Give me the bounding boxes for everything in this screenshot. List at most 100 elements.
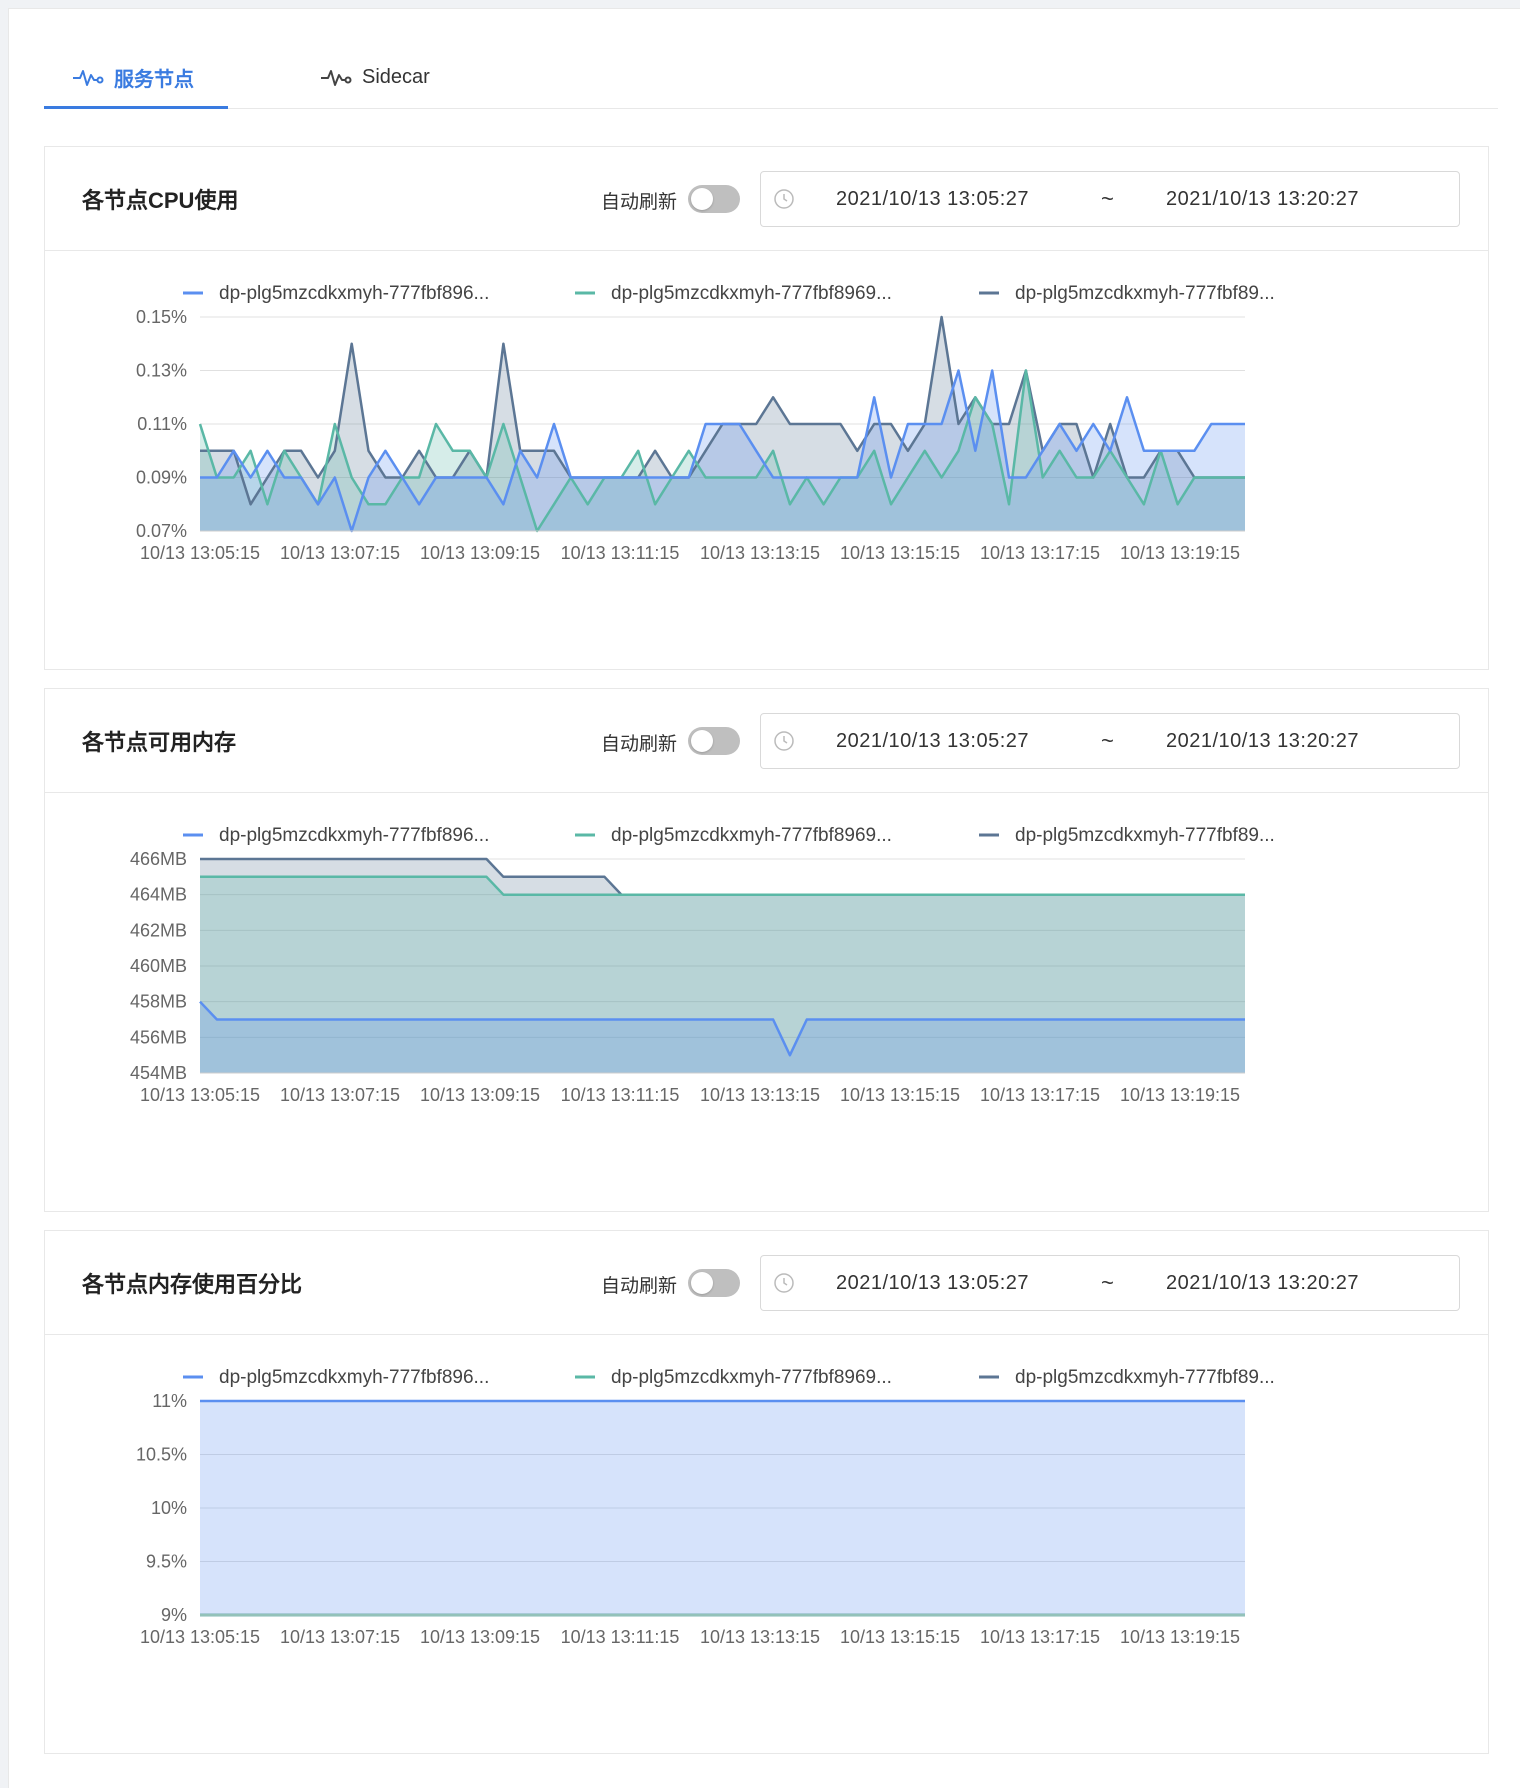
x-tick-label: 10/13 13:17:15	[980, 543, 1100, 563]
clock-icon	[774, 1273, 794, 1293]
series-area	[200, 1401, 1245, 1615]
x-tick-label: 10/13 13:19:15	[1120, 1627, 1240, 1647]
date-range-picker[interactable]: 2021/10/13 13:05:27 ~ 2021/10/13 13:20:2…	[760, 713, 1460, 769]
y-tick-label: 454MB	[130, 1063, 187, 1083]
clock-icon	[774, 731, 794, 751]
range-end[interactable]: 2021/10/13 13:20:27	[1166, 188, 1360, 210]
x-tick-label: 10/13 13:13:15	[700, 543, 820, 563]
card-header: 各节点可用内存 自动刷新 2021/10/13 13:05:27 ~ 2021/…	[45, 689, 1488, 793]
memory-percent-chart: dp-plg5mzcdkxmyh-777fbf896... dp-plg5mzcd…	[136, 1367, 1275, 1647]
x-tick-label: 10/13 13:17:15	[980, 1627, 1100, 1647]
y-tick-label: 10%	[151, 1498, 187, 1518]
card-title: 各节点内存使用百分比	[82, 1272, 303, 1297]
x-tick-label: 10/13 13:05:15	[140, 543, 260, 563]
y-tick-label: 464MB	[130, 885, 187, 905]
clock-icon	[774, 189, 794, 209]
x-tick-label: 10/13 13:11:15	[561, 543, 680, 563]
x-tick-label: 10/13 13:13:15	[700, 1627, 820, 1647]
auto-refresh-toggle[interactable]	[688, 1269, 740, 1297]
auto-refresh-toggle[interactable]	[688, 185, 740, 213]
series-line	[200, 369, 1245, 533]
available-memory-card: 各节点可用内存 自动刷新 2021/10/13 13:05:27 ~ 2021/…	[44, 688, 1489, 1212]
y-tick-label: 0.11%	[137, 414, 187, 434]
range-separator: ~	[1101, 1270, 1114, 1295]
x-tick-label: 10/13 13:05:15	[140, 1085, 260, 1105]
range-start[interactable]: 2021/10/13 13:05:27	[836, 1272, 1030, 1294]
memory-percent-card: 各节点内存使用百分比 自动刷新 2021/10/13 13:05:27 ~ 20…	[44, 1230, 1489, 1754]
y-tick-label: 0.09%	[136, 468, 187, 488]
series-area	[200, 370, 1245, 531]
pulse-icon	[321, 70, 352, 86]
y-tick-label: 0.15%	[136, 307, 187, 327]
x-tick-label: 10/13 13:13:15	[700, 1085, 820, 1105]
series-line	[199, 1000, 1245, 1057]
series-area	[200, 876, 1245, 1073]
auto-refresh-label: 自动刷新	[601, 1276, 678, 1297]
y-tick-label: 460MB	[130, 956, 187, 976]
x-tick-label: 10/13 13:09:15	[420, 1627, 540, 1647]
y-tick-label: 456MB	[130, 1027, 187, 1047]
y-tick-label: 458MB	[130, 992, 187, 1012]
toggle-knob	[691, 730, 713, 752]
toggle-knob	[691, 1272, 713, 1294]
legend-item[interactable]: dp-plg5mzcdkxmyh-777fbf89...	[1015, 825, 1275, 846]
range-separator: ~	[1101, 186, 1114, 211]
date-range-picker[interactable]: 2021/10/13 13:05:27 ~ 2021/10/13 13:20:2…	[760, 1255, 1460, 1311]
legend-item[interactable]: dp-plg5mzcdkxmyh-777fbf896...	[219, 1367, 489, 1388]
range-end[interactable]: 2021/10/13 13:20:27	[1166, 730, 1360, 752]
x-tick-label: 10/13 13:07:15	[280, 543, 400, 563]
x-tick-label: 10/13 13:11:15	[561, 1085, 680, 1105]
legend-item[interactable]: dp-plg5mzcdkxmyh-777fbf8969...	[611, 1367, 892, 1388]
y-tick-label: 10.5%	[136, 1445, 187, 1465]
auto-refresh-label: 自动刷新	[601, 192, 678, 213]
cpu-usage-chart: dp-plg5mzcdkxmyh-777fbf896... dp-plg5mzcd…	[136, 283, 1275, 563]
range-start[interactable]: 2021/10/13 13:05:27	[836, 730, 1030, 752]
cpu-usage-card: 各节点CPU使用 自动刷新 2021/10/13 13:05:27 ~ 2021…	[44, 146, 1489, 670]
legend-item[interactable]: dp-plg5mzcdkxmyh-777fbf896...	[219, 825, 489, 846]
legend-item[interactable]: dp-plg5mzcdkxmyh-777fbf89...	[1015, 1367, 1275, 1388]
legend-item[interactable]: dp-plg5mzcdkxmyh-777fbf896...	[219, 283, 489, 304]
available-memory-chart: dp-plg5mzcdkxmyh-777fbf896... dp-plg5mzcd…	[130, 825, 1275, 1105]
auto-refresh-label: 自动刷新	[601, 734, 678, 755]
x-tick-label: 10/13 13:07:15	[280, 1085, 400, 1105]
card-header: 各节点内存使用百分比 自动刷新 2021/10/13 13:05:27 ~ 20…	[45, 1231, 1488, 1335]
legend-item[interactable]: dp-plg5mzcdkxmyh-777fbf89...	[1015, 283, 1275, 304]
x-tick-label: 10/13 13:17:15	[980, 1085, 1100, 1105]
x-tick-label: 10/13 13:15:15	[840, 1085, 960, 1105]
card-title: 各节点CPU使用	[82, 188, 239, 213]
y-tick-label: 9.5%	[146, 1552, 187, 1572]
x-tick-label: 10/13 13:09:15	[420, 543, 540, 563]
toggle-knob	[691, 188, 713, 210]
page: 服务节点 Sidecar 各节点CPU使用 自动刷新 2021/10/13 13…	[8, 8, 1520, 1788]
range-separator: ~	[1101, 728, 1114, 753]
y-tick-label: 11%	[152, 1391, 187, 1411]
x-tick-label: 10/13 13:07:15	[280, 1627, 400, 1647]
tab-service-nodes[interactable]: 服务节点	[72, 45, 194, 109]
y-tick-label: 462MB	[130, 920, 187, 940]
series-area	[200, 370, 1245, 531]
y-tick-label: 9%	[161, 1605, 187, 1625]
tab-service-nodes-label: 服务节点	[114, 68, 194, 91]
x-tick-label: 10/13 13:19:15	[1120, 543, 1240, 563]
series-line	[198, 369, 1245, 533]
tab-bar: 服务节点 Sidecar	[44, 45, 1498, 109]
y-tick-label: 466MB	[130, 849, 187, 869]
legend-item[interactable]: dp-plg5mzcdkxmyh-777fbf8969...	[611, 825, 892, 846]
series-line	[200, 875, 1245, 896]
x-tick-label: 10/13 13:11:15	[561, 1627, 680, 1647]
pulse-icon	[73, 70, 104, 86]
card-header: 各节点CPU使用 自动刷新 2021/10/13 13:05:27 ~ 2021…	[45, 147, 1488, 251]
legend-item[interactable]: dp-plg5mzcdkxmyh-777fbf8969...	[611, 283, 892, 304]
x-tick-label: 10/13 13:05:15	[140, 1627, 260, 1647]
y-tick-label: 0.07%	[136, 521, 187, 541]
tab-active-indicator	[44, 106, 228, 109]
card-title: 各节点可用内存	[82, 730, 237, 755]
tab-sidecar-label: Sidecar	[362, 65, 430, 88]
auto-refresh-toggle[interactable]	[688, 727, 740, 755]
range-start[interactable]: 2021/10/13 13:05:27	[836, 188, 1030, 210]
date-range-picker[interactable]: 2021/10/13 13:05:27 ~ 2021/10/13 13:20:2…	[760, 171, 1460, 227]
x-tick-label: 10/13 13:15:15	[840, 543, 960, 563]
x-tick-label: 10/13 13:09:15	[420, 1085, 540, 1105]
tab-sidecar[interactable]: Sidecar	[320, 45, 430, 109]
range-end[interactable]: 2021/10/13 13:20:27	[1166, 1272, 1360, 1294]
